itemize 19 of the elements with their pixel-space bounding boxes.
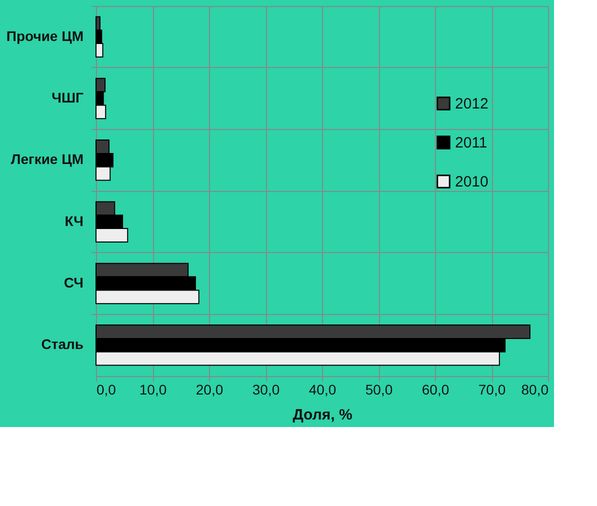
y-tick-label: КЧ — [64, 212, 84, 229]
y-tick-label: Прочие ЦМ — [6, 28, 84, 44]
x-axis-title: Доля, % — [292, 406, 352, 424]
y-tick-label: Сталь — [41, 336, 84, 352]
legend-label: 2011 — [455, 134, 488, 152]
y-tick-label: Легкие ЦМ — [10, 151, 84, 168]
x-tick-label: 0,0 — [96, 382, 116, 398]
x-tick-label: 20,0 — [196, 382, 224, 398]
x-tick-label: 70,0 — [478, 382, 506, 398]
x-tick-label: 50,0 — [365, 382, 393, 398]
y-tick-label: СЧ — [64, 274, 84, 290]
x-tick-label: 40,0 — [308, 382, 336, 398]
x-tick-label: 10,0 — [139, 382, 167, 398]
x-tick-label: 60,0 — [422, 382, 450, 398]
legend-label: 2012 — [455, 96, 488, 112]
x-tick-label: 80,0 — [521, 382, 549, 398]
x-tick-label: 30,0 — [252, 382, 280, 398]
y-tick-label: ЧШГ — [52, 90, 84, 106]
legend-label: 2010 — [455, 174, 488, 190]
